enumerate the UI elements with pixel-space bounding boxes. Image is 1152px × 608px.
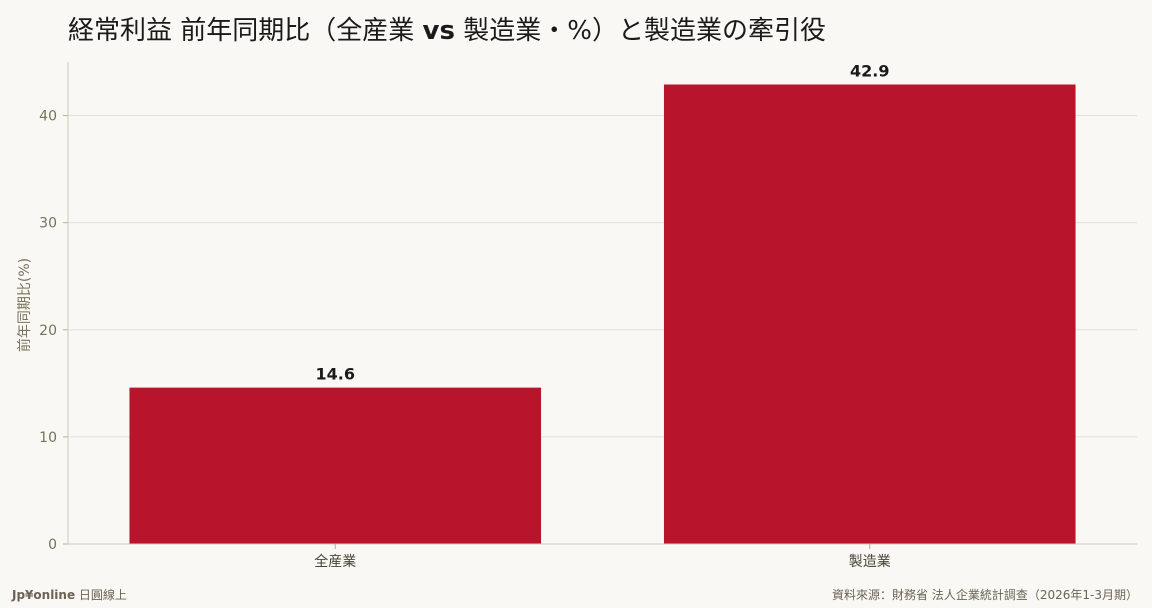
y-tick-labels: 0 10 20 30 40 bbox=[39, 109, 57, 553]
data-label: 42.9 bbox=[850, 61, 889, 80]
y-tick-label: 10 bbox=[39, 430, 57, 446]
y-tick-label: 20 bbox=[39, 323, 57, 339]
brand-suffix: 日圓線上 bbox=[75, 588, 127, 602]
chart-title: 経常利益 前年同期比（全産業 vs 製造業・%）と製造業の牽引役 bbox=[68, 10, 826, 47]
x-tick-label: 製造業 bbox=[849, 554, 891, 570]
title-part-2: 製造業・%）と製造業の牽引役 bbox=[454, 16, 826, 46]
data-labels: 14.6 42.9 bbox=[316, 61, 890, 383]
bar-1 bbox=[129, 387, 542, 544]
title-vs: vs bbox=[422, 16, 455, 46]
y-tick-label: 0 bbox=[48, 537, 57, 553]
axes bbox=[63, 62, 1137, 549]
footer-brand: Jp¥online 日圓線上 bbox=[12, 586, 127, 603]
y-tick-label: 30 bbox=[39, 216, 57, 232]
footer-source: 資料來源：財務省 法人企業統計調查（2026年1-3月期） bbox=[832, 588, 1138, 602]
y-tick-label: 40 bbox=[39, 109, 57, 125]
data-label: 14.6 bbox=[316, 365, 355, 384]
bar-2 bbox=[663, 84, 1076, 544]
x-tick-label: 全産業 bbox=[314, 553, 356, 570]
brand-name: Jp¥online bbox=[12, 588, 76, 602]
bars bbox=[129, 84, 1076, 544]
title-part-1: 経常利益 前年同期比（全産業 bbox=[68, 16, 423, 46]
x-tick-labels: 全産業 製造業 bbox=[314, 553, 891, 570]
y-axis-label: 前年同期比(%) bbox=[16, 258, 33, 352]
